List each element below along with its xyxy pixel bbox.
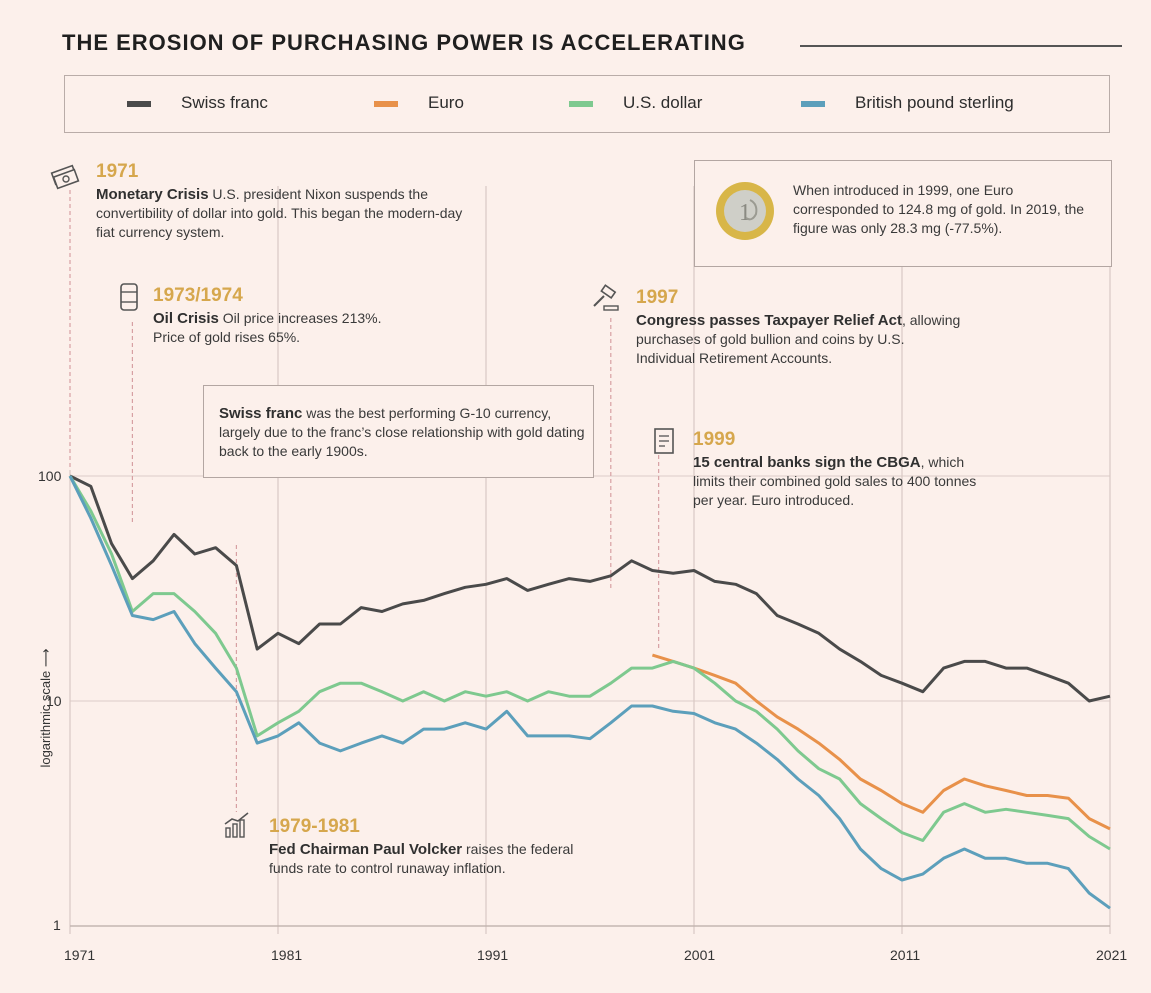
annotation-1979-year: 1979-1981 xyxy=(269,816,360,837)
legend-swatch-us-dollar xyxy=(569,100,593,107)
annotation-1973-year: 1973/1974 xyxy=(153,285,243,306)
series-line-euro xyxy=(651,653,1111,831)
series-line-british-pound-sterling xyxy=(68,475,1111,910)
annotation-1997-text: , allowing purchases of gold bullion and… xyxy=(636,312,961,366)
x-tick-label-1991: 1991 xyxy=(477,947,509,963)
gavel-icon xyxy=(593,284,619,311)
annotation-1971-text: U.S. president Nixon suspends the conver… xyxy=(96,186,463,240)
legend-label-euro: Euro xyxy=(428,93,464,112)
title-divider xyxy=(800,45,1122,47)
chart-grid xyxy=(69,186,1111,934)
x-tick-label-1971: 1971 xyxy=(64,947,96,963)
legend-swatch-british-pound xyxy=(801,100,825,107)
annotation-1973-text: Oil price increases 213%. Price of gold … xyxy=(153,310,382,345)
chart-series xyxy=(68,474,1111,910)
series-line-u-s-dollar xyxy=(68,475,1111,851)
legend-item-us-dollar: U.S. dollar xyxy=(569,93,702,113)
annotation-1999-year: 1999 xyxy=(693,429,736,450)
y-tick-label-100: 100 xyxy=(38,468,62,484)
page-title: THE EROSION OF PURCHASING POWER IS ACCEL… xyxy=(62,30,746,55)
annotation-1971-year: 1971 xyxy=(96,161,139,182)
x-tick-label-2011: 2011 xyxy=(890,947,921,963)
series-line-swiss-franc xyxy=(69,474,1111,703)
swiss-franc-info-text: Swiss franc was the best performing G-10… xyxy=(219,404,587,461)
annotation-1999-text: , which limits their combined gold sales… xyxy=(693,454,977,508)
annotation-1979: 1979-1981 Fed Chairman Paul Volcker rais… xyxy=(269,817,589,878)
document-icon xyxy=(654,428,674,454)
legend-swatch-euro xyxy=(374,100,398,107)
annotation-1973-heading: Oil Crisis xyxy=(153,310,219,327)
svg-text:1: 1 xyxy=(739,200,751,226)
swiss-franc-info-heading: Swiss franc xyxy=(219,405,303,422)
annotation-leaders xyxy=(69,190,660,812)
euro-info-text: When introduced in 1999, one Euro corres… xyxy=(793,182,1085,236)
legend-label-swiss-franc: Swiss franc xyxy=(181,93,268,112)
legend-label-british-pound: British pound sterling xyxy=(855,93,1014,112)
annotation-1979-heading: Fed Chairman Paul Volcker xyxy=(269,841,463,858)
euro-coin-icon: 1 xyxy=(716,182,774,240)
legend-item-british-pound: British pound sterling xyxy=(801,93,1014,113)
x-tick-label-2001: 2001 xyxy=(684,947,716,963)
annotation-1971: 1971 Monetary Crisis U.S. president Nixo… xyxy=(96,162,466,242)
annotation-1997-year: 1997 xyxy=(636,287,679,308)
y-axis-title: logarithmic scale ⟶ xyxy=(38,648,53,768)
legend-label-us-dollar: U.S. dollar xyxy=(623,93,703,112)
x-tick-label-1981: 1981 xyxy=(271,947,303,963)
annotation-1999: 1999 15 central banks sign the CBGA, whi… xyxy=(693,430,993,510)
annotation-1997-heading: Congress passes Taxpayer Relief Act xyxy=(636,312,902,329)
annotation-1973: 1973/1974 Oil Crisis Oil price increases… xyxy=(153,286,383,347)
legend-item-swiss-franc: Swiss franc xyxy=(127,93,268,113)
growth-chart-icon xyxy=(224,812,249,838)
y-tick-label-10: 10 xyxy=(46,693,62,709)
annotation-1999-heading: 15 central banks sign the CBGA xyxy=(693,454,921,471)
legend-swatch-swiss-franc xyxy=(127,100,151,107)
y-tick-label-1: 1 xyxy=(53,917,61,933)
annotation-1979-text: raises the federal funds rate to control… xyxy=(269,841,574,876)
annotation-1997: 1997 Congress passes Taxpayer Relief Act… xyxy=(636,288,966,368)
legend: Swiss franc Euro U.S. dollar British pou… xyxy=(64,75,1110,133)
swiss-franc-info-body: was the best performing G-10 currency, l… xyxy=(219,405,585,459)
annotation-1971-heading: Monetary Crisis xyxy=(96,186,209,203)
money-stack-icon xyxy=(50,164,80,190)
legend-item-euro: Euro xyxy=(374,93,464,113)
oil-barrel-icon xyxy=(120,283,138,311)
swiss-franc-info-box xyxy=(203,385,594,478)
x-tick-label-2021: 2021 xyxy=(1096,947,1128,963)
